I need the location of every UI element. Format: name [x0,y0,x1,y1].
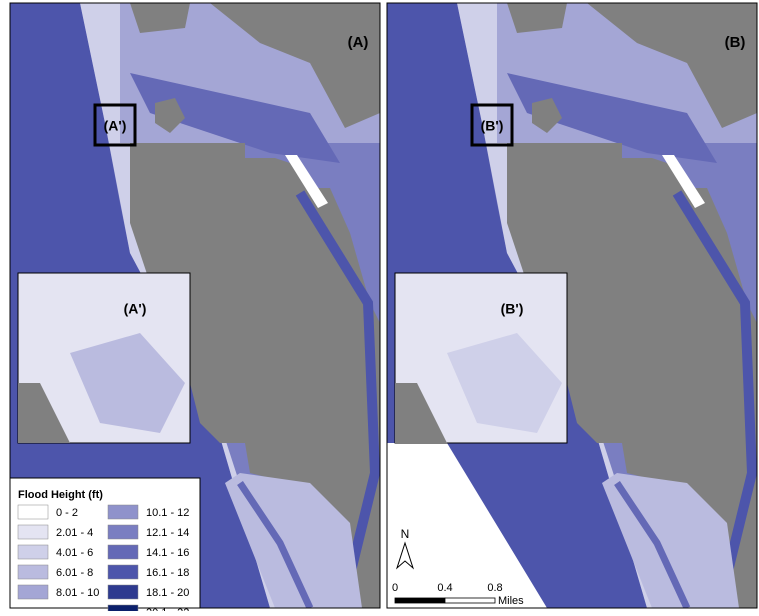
scale-tick-label: 0 [392,582,398,594]
inset-label: (A') [124,301,147,317]
legend-swatch [18,545,48,559]
study-box-label: (A') [104,118,127,134]
legend-label: 18.1 - 20 [146,587,189,599]
study-box-label: (B') [481,118,504,134]
legend: Flood Height (ft) 0 - 2 2.01 - 4 4.01 - 6 6.… [10,478,200,611]
legend-label: 14.1 - 16 [146,547,189,559]
map-body: (B') (B') (B) [387,3,757,608]
legend-swatch [108,565,138,579]
legend-label: 6.01 - 8 [56,567,93,579]
scale-tick-label: 0.4 [437,582,452,594]
legend-title: Flood Height (ft) [18,489,103,501]
legend-swatch [108,505,138,519]
legend-label: 0 - 2 [56,507,78,519]
legend-swatch [18,505,48,519]
north-label: N [401,527,410,541]
legend-label: 16.1 - 18 [146,567,189,579]
legend-swatch [108,585,138,599]
scale-seg [395,598,445,603]
legend-swatch [18,565,48,579]
figure: (A') (A') (A) Flood Height (ft) 0 - 2 2.01 - … [0,0,759,611]
inset-label: (B') [501,301,524,317]
legend-label: 20.1 - 22 [146,607,189,611]
legend-swatch [108,605,138,611]
legend-swatch [18,585,48,599]
scale-seg [445,598,495,603]
legend-swatch [108,525,138,539]
panel-label: (B) [725,34,746,51]
scale-tick-label: 0.8 [487,582,502,594]
legend-swatch [18,525,48,539]
legend-label: 10.1 - 12 [146,507,189,519]
legend-swatch [108,545,138,559]
legend-label: 8.01 - 10 [56,587,99,599]
map-panel: (A') (A') (A) Flood Height (ft) 0 - 2 2.01 - … [10,3,380,611]
panel-label: (A) [348,34,369,51]
legend-label: 2.01 - 4 [56,527,93,539]
legend-label: 12.1 - 14 [146,527,189,539]
scale-unit: Miles [498,595,524,607]
legend-label: 4.01 - 6 [56,547,93,559]
